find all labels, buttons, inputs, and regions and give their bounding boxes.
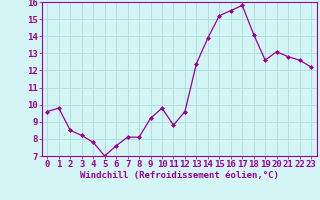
X-axis label: Windchill (Refroidissement éolien,°C): Windchill (Refroidissement éolien,°C) (80, 171, 279, 180)
